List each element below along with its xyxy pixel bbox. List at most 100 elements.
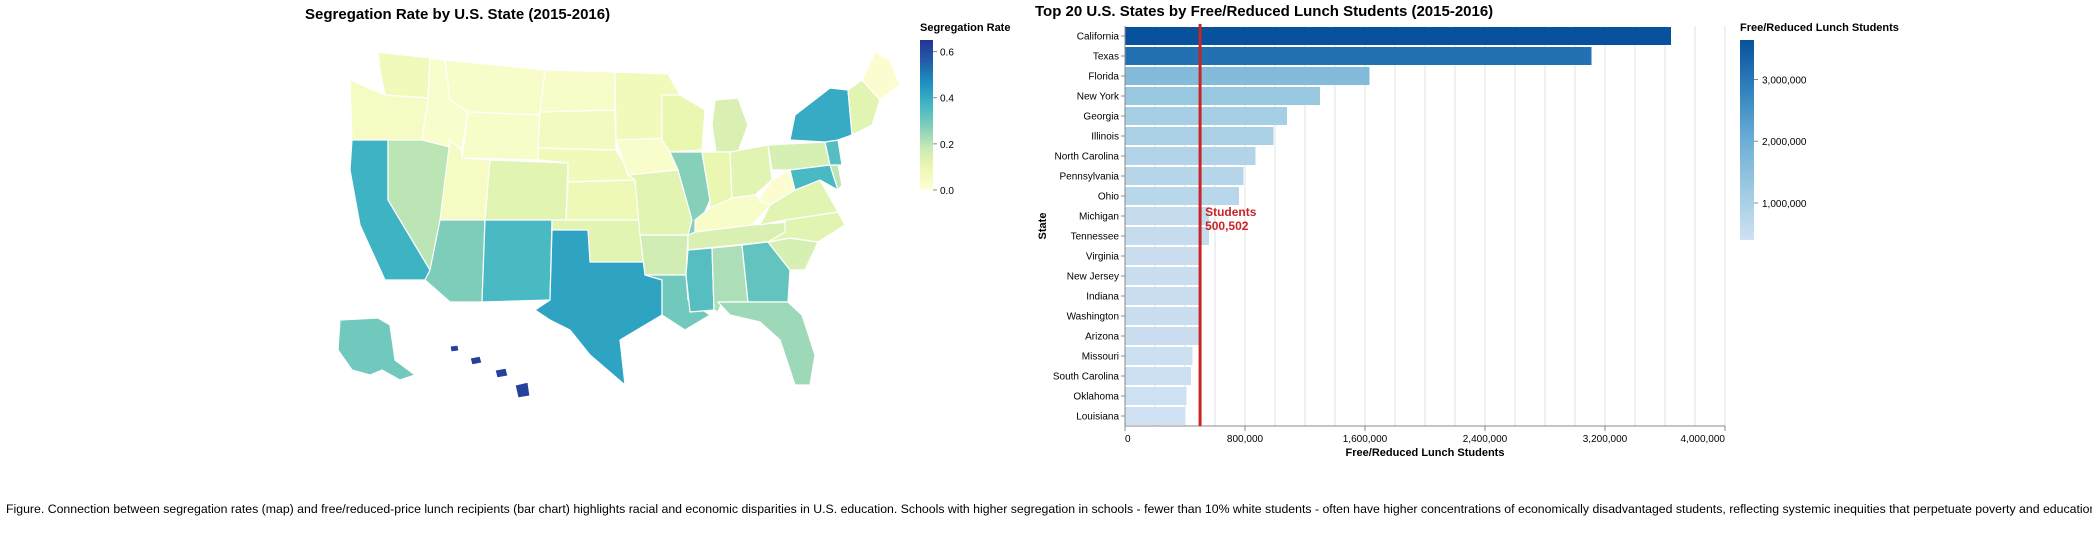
- state-hawaii-kauai: [449, 344, 460, 353]
- state-new-york: [789, 87, 853, 143]
- map-legend-gradient: 0.6 0.4 0.2 0.0: [920, 40, 954, 197]
- y-tick-label: California: [1077, 32, 1120, 43]
- state-south-dakota: [537, 109, 617, 151]
- state-new-england: [847, 79, 881, 136]
- bar: [1125, 407, 1185, 425]
- x-axis-title: Free/Reduced Lunch Students: [1346, 447, 1505, 459]
- y-tick-label: New Jersey: [1067, 272, 1119, 283]
- x-tick-label: 800,000: [1227, 434, 1264, 445]
- state-wyoming: [461, 111, 541, 161]
- map-legend-tick-label: 0.4: [940, 94, 954, 105]
- y-tick-label: Louisiana: [1076, 412, 1119, 423]
- state-maryland: [789, 164, 839, 191]
- bar: [1125, 47, 1592, 65]
- y-tick-label: Missouri: [1082, 352, 1119, 363]
- bar: [1125, 107, 1287, 125]
- y-tick-label: Ohio: [1098, 192, 1120, 203]
- x-tick-label: 2,400,000: [1463, 434, 1508, 445]
- bar-legend-gradient: 3,000,000 2,000,000 1,000,000: [1740, 40, 1807, 240]
- map-legend-tick-label: 0.2: [940, 140, 954, 151]
- bar-legend-ramp: [1740, 40, 1754, 240]
- state-hawaii-oahu: [469, 355, 483, 366]
- bar: [1125, 227, 1209, 245]
- state-alaska: [337, 317, 416, 381]
- state-new-mexico: [481, 219, 553, 303]
- bar: [1125, 87, 1320, 105]
- y-tick-label: South Carolina: [1053, 372, 1120, 383]
- bar-chart-bars: [1125, 27, 1671, 425]
- y-axis-title: State: [1037, 213, 1049, 240]
- x-tick-label: 3,200,000: [1583, 434, 1628, 445]
- y-tick-label: Georgia: [1083, 112, 1119, 123]
- bar: [1125, 187, 1239, 205]
- bar-legend-tick-label: 2,000,000: [1762, 137, 1807, 148]
- map-legend-tick-label: 0.0: [940, 186, 954, 197]
- state-maine: [861, 51, 901, 101]
- state-wisconsin: [661, 94, 706, 153]
- bar-legend-tick-label: 1,000,000: [1762, 199, 1807, 210]
- state-kansas: [565, 179, 641, 221]
- figure-caption: Figure. Connection between segregation r…: [6, 502, 2092, 516]
- state-north-dakota: [539, 69, 616, 113]
- y-tick-label: Tennessee: [1071, 232, 1120, 243]
- bar: [1125, 247, 1199, 265]
- y-tick-label: Texas: [1093, 52, 1119, 63]
- state-florida: [717, 301, 816, 386]
- y-tick-label: New York: [1077, 92, 1120, 103]
- bar-legend-title: Free/Reduced Lunch Students: [1740, 22, 1899, 34]
- x-tick-label: 4,000,000: [1681, 434, 1726, 445]
- y-tick-label: Arizona: [1085, 332, 1119, 343]
- y-tick-label: North Carolina: [1055, 152, 1120, 163]
- bar-chart-x-axis: 0 800,000 1,600,000 2,400,000 3,200,000 4,000…: [1124, 425, 1726, 445]
- reference-line-value: 500,502: [1205, 219, 1249, 233]
- bar-legend-tick-label: 3,000,000: [1762, 76, 1807, 87]
- map-legend-ramp: [920, 40, 933, 190]
- state-mississippi: [685, 247, 715, 313]
- y-tick-label: Virginia: [1086, 252, 1120, 263]
- map-title: Segregation Rate by U.S. State (2015-201…: [305, 6, 611, 23]
- y-tick-label: Michigan: [1079, 212, 1119, 223]
- state-west-virginia: [757, 169, 796, 206]
- bar: [1125, 307, 1199, 325]
- bar: [1125, 267, 1199, 285]
- bar: [1125, 67, 1370, 85]
- bar: [1125, 327, 1199, 345]
- state-hawaii-maui: [494, 367, 509, 379]
- bar: [1125, 387, 1187, 405]
- bar: [1125, 347, 1193, 365]
- state-texas: [534, 229, 663, 386]
- us-choropleth-map: [337, 51, 901, 399]
- y-tick-label: Illinois: [1091, 132, 1119, 143]
- bar-chart-title: Top 20 U.S. States by Free/Reduced Lunch…: [1035, 3, 1494, 20]
- reference-line-label: Students: [1205, 205, 1257, 219]
- map-legend-tick-label: 0.6: [940, 48, 954, 59]
- y-tick-label: Washington: [1067, 312, 1119, 323]
- state-colorado: [484, 159, 569, 221]
- state-ohio: [729, 144, 773, 199]
- state-michigan: [711, 97, 749, 153]
- bar: [1125, 367, 1191, 385]
- map-legend: Segregation Rate 0.6 0.4 0.2 0.0: [920, 22, 1040, 252]
- state-washington: [377, 51, 431, 99]
- state-montana: [444, 59, 546, 116]
- y-tick-label: Indiana: [1086, 292, 1119, 303]
- bar-chart-grid: [1124, 26, 1726, 426]
- bar-chart: California Texas Florida New York Georgia Ill…: [1037, 24, 1726, 459]
- bar: [1125, 287, 1199, 305]
- state-arkansas: [639, 234, 689, 276]
- bar-chart-y-axis: California Texas Florida New York Georgia Ill…: [1053, 26, 1126, 426]
- y-tick-label: Pennsylvania: [1060, 172, 1120, 183]
- y-tick-label: Florida: [1088, 72, 1119, 83]
- bar: [1125, 207, 1209, 225]
- bar: [1125, 147, 1256, 165]
- y-tick-label: Oklahoma: [1073, 392, 1119, 403]
- bar-legend: Free/Reduced Lunch Students 3,000,000 2,0…: [1740, 22, 1940, 252]
- x-tick-label: 0: [1125, 434, 1131, 445]
- state-north-carolina: [767, 211, 846, 243]
- bar: [1125, 27, 1671, 45]
- x-tick-label: 1,600,000: [1343, 434, 1388, 445]
- bar: [1125, 167, 1244, 185]
- state-hawaii-big-island: [514, 381, 531, 399]
- map-legend-title: Segregation Rate: [920, 22, 1011, 34]
